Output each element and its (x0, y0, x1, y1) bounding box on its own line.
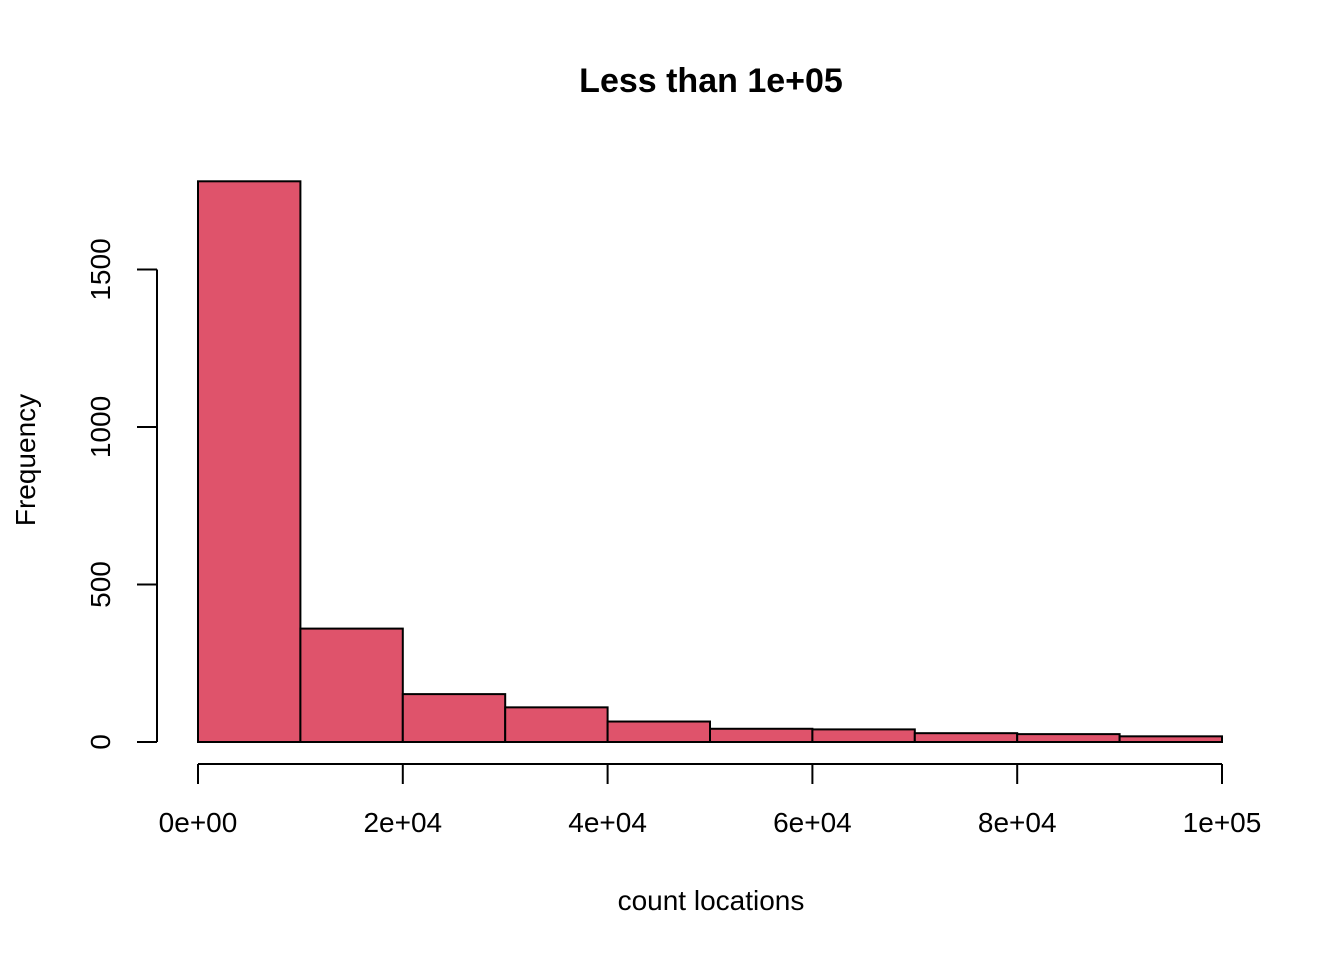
x-axis: 0e+00 2e+04 4e+04 6e+04 8e+04 1e+05 (159, 763, 1262, 838)
histogram-bar-4 (504, 706, 609, 743)
x-tick-label: 0e+00 (159, 807, 238, 838)
histogram-bar-5 (606, 720, 711, 744)
histogram-bar-3 (401, 693, 507, 743)
histogram-bar-6 (709, 727, 814, 744)
histogram-bar-2 (299, 627, 404, 743)
y-axis: 0 500 1000 1500 (85, 238, 158, 750)
histogram-bar-10 (1118, 735, 1223, 744)
histogram-bar-1 (197, 180, 302, 744)
y-tick-label: 0 (85, 734, 116, 750)
histogram-bar-9 (1016, 733, 1121, 743)
y-axis-label: Frequency (10, 394, 41, 526)
bars-group (197, 180, 1223, 744)
x-tick-label: 6e+04 (773, 807, 852, 838)
y-tick-label: 1000 (85, 396, 116, 458)
histogram-bar-8 (913, 732, 1019, 743)
x-tick-label: 4e+04 (568, 807, 647, 838)
y-tick-label: 500 (85, 561, 116, 608)
histogram-bar-7 (811, 728, 916, 744)
x-tick-label: 8e+04 (978, 807, 1057, 838)
chart-title: Less than 1e+05 (579, 62, 843, 100)
y-tick-label: 1500 (85, 238, 116, 300)
x-axis-label: count locations (618, 885, 805, 916)
x-tick-label: 1e+05 (1183, 807, 1262, 838)
x-tick-label: 2e+04 (363, 807, 442, 838)
